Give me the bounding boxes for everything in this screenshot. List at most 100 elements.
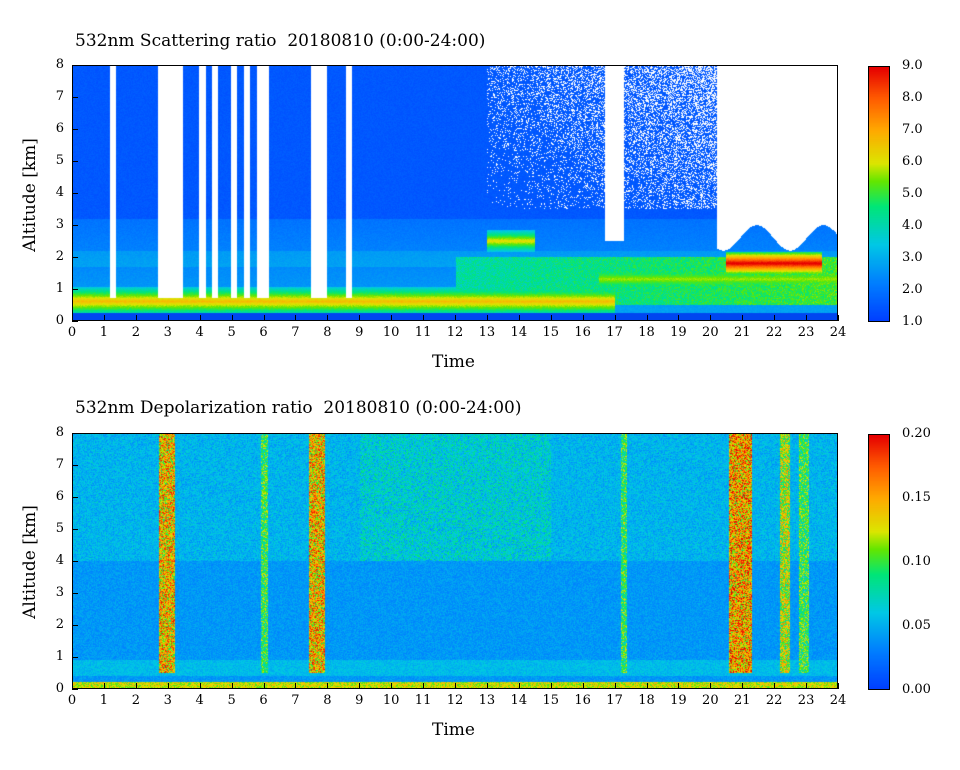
chart2-xtick-mark [518, 683, 520, 689]
chart2-xtick-label: 20 [702, 693, 719, 708]
chart2-colorbar-label: 0.10 [902, 554, 931, 569]
chart1-xtick-mark [455, 315, 456, 321]
chart2-colorbar-label: 0.15 [902, 490, 931, 505]
chart1-ytick-mark [72, 161, 78, 162]
chart2-xtick-label: 13 [478, 693, 496, 708]
chart2-title: 532nm Depolarization ratio 20180810 (0:0… [75, 398, 522, 418]
chart1-colorbar-label: 6.0 [902, 154, 923, 169]
chart2-xtick-mark [359, 683, 361, 689]
chart1-xtick-label: 15 [542, 325, 560, 340]
chart1-xtick-label: 3 [163, 325, 172, 340]
chart2-xtick-mark [327, 683, 329, 689]
chart2-xtick-mark [550, 683, 552, 689]
chart2-xtick-label: 7 [291, 693, 300, 708]
chart1-title: 532nm Scattering ratio 20180810 (0:00-24… [75, 31, 486, 51]
chart2-ytick-label: 2 [55, 617, 64, 632]
chart1-xtick-label: 10 [382, 325, 400, 340]
chart1-xtick-label: 13 [478, 325, 496, 340]
chart2-xtick-mark [646, 683, 648, 689]
chart1-ytick-mark [72, 97, 78, 98]
chart2-ytick-mark [72, 465, 78, 466]
chart2-xtick-label: 19 [670, 693, 687, 708]
chart2-ytick-label: 0 [55, 681, 64, 696]
chart1-xtick-label: 20 [702, 325, 719, 340]
chart2-xtick-label: 18 [638, 693, 655, 708]
chart1-xtick-mark [838, 315, 839, 321]
chart2-xtick-mark [231, 683, 233, 689]
chart2-xtick-mark [582, 683, 584, 689]
chart2-xtick-mark [678, 683, 680, 689]
chart1-ytick-label: 8 [55, 57, 64, 72]
chart1-xtick-mark [295, 315, 297, 321]
chart2-xtick-label: 22 [765, 693, 783, 708]
chart1-ytick-mark [72, 129, 78, 130]
chart2-xtick-mark [710, 683, 712, 689]
chart2-ytick-mark [72, 625, 78, 626]
chart1-colorbar-label: 1.0 [902, 314, 923, 329]
chart1-ytick-label: 5 [55, 153, 64, 168]
chart1-colorbar-gradient [869, 67, 889, 321]
chart1-xtick-label: 14 [510, 325, 528, 340]
chart2-xtick-label: 24 [829, 693, 847, 708]
chart2-xtick-label: 17 [606, 693, 623, 708]
chart1-xtick-mark [231, 315, 233, 321]
chart2-xtick-mark [167, 683, 169, 689]
chart2-ytick-label: 6 [55, 489, 64, 504]
chart1-xtick-label: 19 [670, 325, 687, 340]
chart1-xtick-label: 24 [829, 325, 847, 340]
chart2-ytick-mark [72, 529, 78, 530]
chart1-colorbar-label: 5.0 [902, 186, 923, 201]
chart1-ytick-mark [72, 289, 78, 290]
chart1-xtick-mark [135, 315, 137, 321]
chart1-ytick-mark [72, 225, 78, 226]
chart1-xtick-label: 7 [291, 325, 300, 340]
chart2-heatmap [73, 434, 837, 688]
chart1-xtick-mark [774, 315, 776, 321]
chart1-xtick-label: 4 [195, 325, 204, 340]
chart1-xtick-label: 16 [574, 325, 591, 340]
chart1-xtick-mark [103, 315, 105, 321]
chart2-xtick-mark [391, 683, 393, 689]
chart1-ytick-label: 2 [55, 249, 64, 264]
chart2-xtick-label: 0 [67, 693, 77, 708]
chart1-xtick-label: 9 [355, 325, 364, 340]
chart2-xtick-mark [455, 683, 456, 689]
chart1-xtick-label: 8 [323, 325, 332, 340]
chart2-ytick-mark [72, 497, 78, 498]
chart1-colorbar-label: 2.0 [902, 282, 923, 297]
chart2-xlabel: Time [432, 720, 475, 740]
chart1-xtick-mark [742, 315, 744, 321]
chart1-xtick-label: 5 [227, 325, 236, 340]
chart2-ytick-label: 5 [55, 521, 64, 536]
chart2-xtick-mark [135, 683, 137, 689]
chart1-ytick-mark [72, 193, 78, 194]
chart1-xtick-mark [710, 315, 712, 321]
chart2-xtick-mark [72, 683, 73, 689]
chart2-colorbar-label: 0.20 [902, 426, 931, 441]
chart1-xtick-mark [582, 315, 584, 321]
chart1-xtick-mark [263, 315, 265, 321]
chart2-xtick-mark [103, 683, 105, 689]
chart2-xtick-label: 1 [99, 693, 109, 708]
chart1-xtick-label: 0 [67, 325, 77, 340]
chart2-colorbar [868, 434, 890, 690]
chart2-ytick-mark [72, 561, 78, 562]
chart1-ytick-mark [72, 321, 78, 322]
chart1-colorbar-label: 4.0 [902, 218, 923, 233]
chart2-xtick-mark [614, 683, 616, 689]
chart1-xtick-mark [550, 315, 552, 321]
chart2-plot-area [72, 433, 838, 689]
chart1-xtick-mark [72, 315, 73, 321]
chart1-xtick-mark [678, 315, 680, 321]
chart1-xtick-mark [167, 315, 169, 321]
chart2-xtick-mark [199, 683, 201, 689]
chart2-colorbar-label: 0.00 [902, 682, 931, 697]
chart2-ytick-mark [72, 689, 78, 690]
chart1-heatmap [73, 66, 837, 320]
chart1-colorbar-label: 8.0 [902, 90, 923, 105]
chart1-xtick-label: 21 [733, 325, 751, 340]
chart2-xtick-mark [423, 683, 425, 689]
chart2-xtick-mark [742, 683, 744, 689]
chart2-ytick-mark [72, 657, 78, 658]
chart1-xtick-label: 2 [131, 325, 140, 340]
